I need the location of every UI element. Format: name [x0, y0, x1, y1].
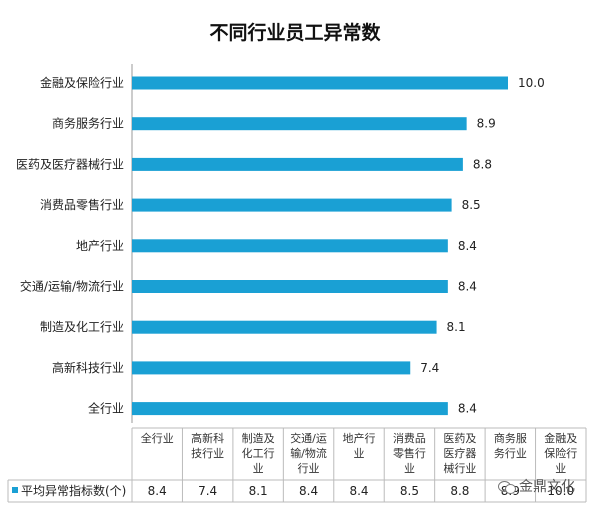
table-value: 8.5 [400, 484, 419, 498]
bar [132, 157, 463, 171]
table-header-text: 技行业 [191, 447, 224, 460]
bar [132, 280, 448, 293]
table-header-text: 医疗器 [443, 446, 476, 460]
table-value: 8.1 [249, 484, 268, 498]
bar [132, 402, 448, 416]
table-header-text: 金融及 [544, 431, 577, 445]
legend-label: 平均异常指标数(个) [21, 483, 126, 498]
table-header-text: 行业 [298, 462, 320, 475]
category-label: 地产行业 [76, 239, 124, 253]
table-header-text: 业 [354, 447, 365, 460]
table-header-text: 地产行 [343, 431, 376, 445]
category-label: 制造及化工行业 [40, 320, 124, 334]
value-label: 8.4 [458, 239, 477, 253]
table-header-text: 消费品 [393, 431, 426, 445]
table-value: 8.4 [349, 484, 368, 498]
table-header-text: 医药及 [443, 432, 476, 445]
value-label: 7.4 [420, 361, 439, 375]
bar [132, 320, 437, 334]
table-value: 7.4 [198, 484, 217, 498]
table-header-text: 化工行 [242, 446, 275, 460]
category-label: 交通/运输/物流行业 [20, 279, 124, 294]
table-header-text: 交通/运 [290, 431, 327, 445]
table-header-text: 业 [555, 462, 566, 475]
table-header-text: 高新科 [191, 431, 224, 445]
table-header-text: 商务服 [494, 431, 527, 445]
table-header-text: 制造及 [242, 431, 275, 445]
table-value: 10.0 [547, 484, 574, 498]
value-label: 8.9 [477, 117, 496, 131]
watermark-text: 金鼎文化 [519, 479, 575, 495]
bar [132, 361, 411, 375]
value-label: 8.4 [458, 280, 477, 294]
bar [132, 76, 508, 90]
bar [132, 198, 452, 212]
chart-title: 不同行业员工异常数 [209, 22, 381, 44]
category-label: 全行业 [88, 401, 124, 416]
table-header-text: 保险行 [544, 446, 577, 460]
table-value: 8.8 [450, 484, 469, 498]
category-label: 高新科技行业 [52, 360, 124, 375]
category-label: 医药及医疗器械行业 [16, 156, 124, 171]
wechat-icon [498, 479, 516, 494]
value-label: 10.0 [518, 76, 545, 90]
table-header-text: 业 [253, 462, 264, 475]
category-label: 金融及保险行业 [40, 75, 124, 90]
bars-layer: 金融及保险行业 10.0 商务服务行业 8.9 医药及医疗器械行业 8.8 消费品零售行业 8… [16, 64, 545, 423]
table-header-text: 业 [404, 462, 415, 475]
table-value: 8.4 [299, 484, 318, 498]
table-header-text: 全行业 [141, 431, 174, 445]
table-header-text: 务行业 [494, 447, 527, 460]
table-header-text: 械行业 [443, 461, 476, 475]
value-label: 8.5 [462, 198, 481, 212]
bar [132, 117, 467, 131]
table-header-text: 零售行 [393, 446, 426, 460]
category-label: 消费品零售行业 [40, 197, 124, 212]
watermark: 金鼎文化 [498, 476, 575, 496]
data-table: 全行业8.4高新科技行业7.4制造及化工行业8.1交通/运输/物流行业8.4地产… [7, 427, 587, 503]
value-label: 8.8 [473, 157, 492, 171]
value-label: 8.4 [458, 402, 477, 416]
category-label: 商务服务行业 [52, 116, 124, 131]
bar [132, 239, 448, 253]
value-label: 8.1 [447, 320, 466, 334]
legend-swatch [12, 487, 18, 493]
table-value: 8.4 [148, 484, 167, 498]
table-header-text: 输/物流 [290, 446, 327, 460]
